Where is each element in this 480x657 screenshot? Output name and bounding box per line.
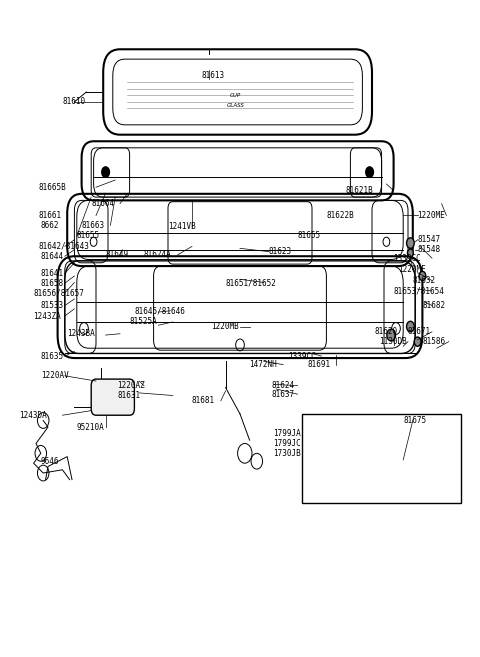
Text: 81548: 81548 [418,245,441,254]
Circle shape [102,167,109,177]
Text: 81610: 81610 [62,97,85,106]
Text: 81525A: 81525A [130,317,157,327]
Circle shape [387,329,396,341]
Text: 81641: 81641 [41,269,64,278]
Text: 1243BA: 1243BA [67,329,95,338]
Text: 81651/81652: 81651/81652 [226,278,276,287]
Text: 1799JC: 1799JC [274,439,301,448]
Text: 81586: 81586 [422,337,445,346]
Text: 81644: 81644 [41,252,64,261]
Text: 81671: 81671 [408,327,431,336]
Text: 81655: 81655 [77,231,100,240]
Text: 1243ZA: 1243ZA [34,311,61,321]
Text: 81675: 81675 [403,416,426,425]
Text: 1220AV: 1220AV [41,371,69,380]
Text: 81664: 81664 [91,199,114,208]
Text: 1339CC: 1339CC [394,254,421,263]
Text: 81642/81643: 81642/81643 [38,242,89,251]
Text: 81645/81646: 81645/81646 [134,306,185,315]
Text: 81632: 81632 [413,276,436,285]
Text: 81635: 81635 [41,351,64,361]
FancyBboxPatch shape [91,379,134,415]
Circle shape [407,321,414,332]
Text: 81681: 81681 [192,396,215,405]
Text: 81624: 81624 [271,381,294,390]
Circle shape [414,337,421,346]
Text: 81655: 81655 [298,231,321,240]
Text: 95210A: 95210A [77,422,105,432]
Text: 81691: 81691 [307,360,330,369]
Text: 9646: 9646 [41,457,60,466]
Text: 81547: 81547 [418,235,441,244]
Text: 1241VB: 1241VB [168,222,196,231]
Text: 81622B: 81622B [326,211,354,220]
Text: 81624A: 81624A [144,250,172,260]
Text: 1130DB: 1130DB [379,337,407,346]
Circle shape [408,249,413,257]
Circle shape [407,238,414,248]
Text: 81621B: 81621B [346,186,373,195]
Text: 81665B: 81665B [38,183,66,192]
Text: 81613: 81613 [202,71,225,80]
Text: 8662: 8662 [41,221,60,230]
Text: 81631: 81631 [118,391,141,400]
Text: 1339CC: 1339CC [288,351,316,361]
Text: 81649: 81649 [106,250,129,260]
Text: 1243DA: 1243DA [19,411,47,420]
Circle shape [419,271,426,281]
Circle shape [366,167,373,177]
Text: CUP: CUP [229,93,241,98]
Text: 1472NH: 1472NH [250,360,277,369]
Text: 1220MB: 1220MB [211,322,239,331]
Text: 1799JA: 1799JA [274,429,301,438]
Text: 81682: 81682 [422,301,445,310]
Text: 81533: 81533 [41,301,64,310]
Text: GLASS: GLASS [226,102,244,108]
Text: 81661: 81661 [38,211,61,220]
Bar [302,414,461,503]
Text: 81658: 81658 [41,279,64,288]
Text: 1730JB: 1730JB [274,449,301,458]
Text: 1220AZ: 1220AZ [118,381,145,390]
Text: 81656/81657: 81656/81657 [34,288,84,298]
Text: 81663: 81663 [82,221,105,230]
Text: 81620: 81620 [374,327,397,336]
Text: 1220ME: 1220ME [418,211,445,220]
Text: 81653/81654: 81653/81654 [394,286,444,296]
Text: 1220MF: 1220MF [398,265,426,274]
Text: 81623: 81623 [269,247,292,256]
Text: 81637: 81637 [271,390,294,399]
